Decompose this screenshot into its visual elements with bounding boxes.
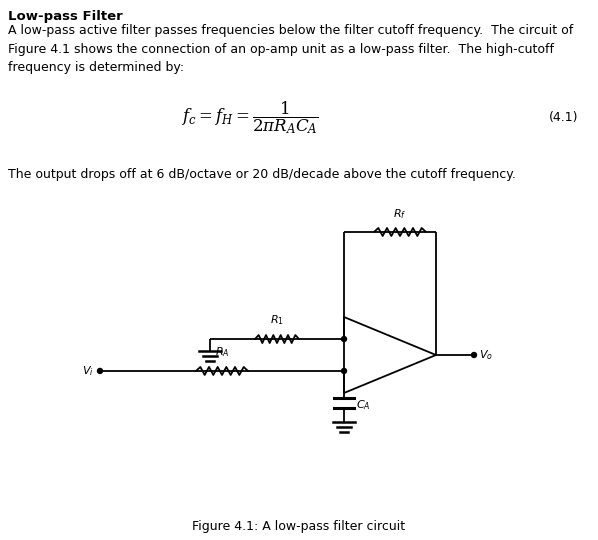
Text: (4.1): (4.1) bbox=[548, 111, 578, 125]
Circle shape bbox=[471, 353, 477, 357]
Circle shape bbox=[341, 368, 346, 374]
Circle shape bbox=[341, 336, 346, 341]
Text: Figure 4.1: A low-pass filter circuit: Figure 4.1: A low-pass filter circuit bbox=[193, 520, 405, 533]
Text: $V_i$: $V_i$ bbox=[83, 364, 94, 378]
Text: The output drops off at 6 dB/octave or 20 dB/decade above the cutoff frequency.: The output drops off at 6 dB/octave or 2… bbox=[8, 168, 516, 181]
Text: $f_c = f_H = \dfrac{1}{2\pi R_A C_A}$: $f_c = f_H = \dfrac{1}{2\pi R_A C_A}$ bbox=[181, 99, 319, 137]
Text: $R_A$: $R_A$ bbox=[215, 345, 229, 359]
Text: $V_o$: $V_o$ bbox=[479, 348, 493, 362]
Text: $C_A$: $C_A$ bbox=[356, 398, 371, 412]
Text: $R_1$: $R_1$ bbox=[270, 313, 284, 327]
Text: $R_f$: $R_f$ bbox=[393, 207, 407, 221]
Text: A low-pass active filter passes frequencies below the filter cutoff frequency.  : A low-pass active filter passes frequenc… bbox=[8, 24, 573, 74]
Text: Low-pass Filter: Low-pass Filter bbox=[8, 10, 123, 23]
Circle shape bbox=[97, 368, 102, 374]
